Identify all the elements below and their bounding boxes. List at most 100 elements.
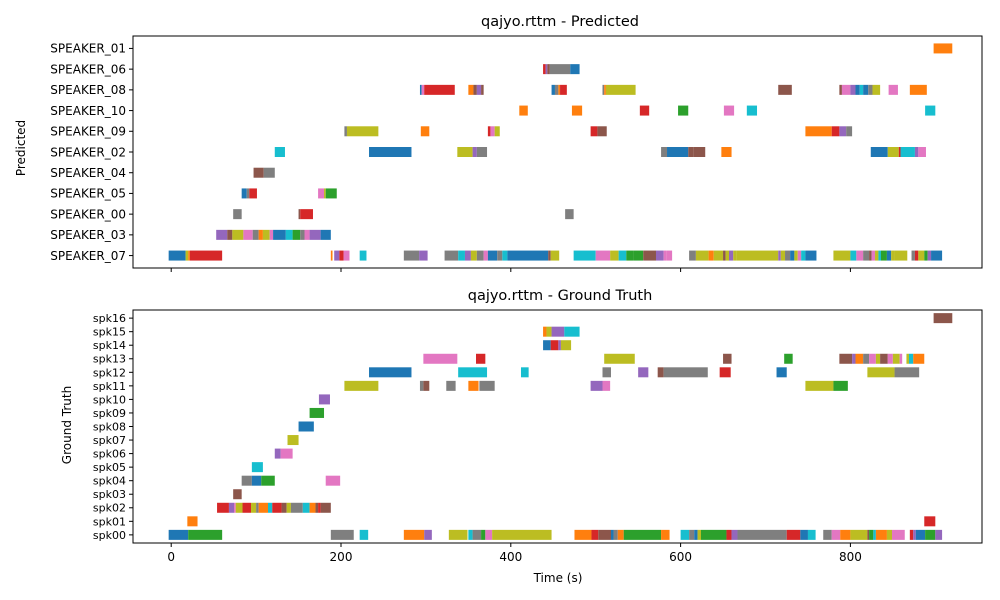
segment-spk12-3: [602, 367, 611, 378]
segment-speaker_02-9: [721, 147, 732, 157]
y-tick-label-speaker_02: SPEAKER_02: [50, 145, 126, 159]
segment-speaker_06-1: [545, 64, 548, 75]
segment-spk00-36: [869, 529, 874, 540]
y-tick-label-speaker_00: SPEAKER_00: [50, 207, 126, 221]
segment-spk02-1: [228, 502, 235, 513]
segment-spk15-2: [551, 326, 565, 337]
segment-speaker_02-6: [667, 147, 689, 157]
segment-speaker_07-34: [695, 250, 709, 261]
segment-speaker_02-0: [274, 147, 285, 157]
segment-speaker_02-4: [476, 147, 488, 157]
segment-spk02-17: [320, 502, 331, 513]
segment-spk00-9: [481, 529, 486, 540]
segment-speaker_08-12: [604, 84, 606, 95]
segment-speaker_02-15: [918, 147, 926, 157]
predicted-title: qajyo.rttm - Predicted: [481, 14, 639, 30]
y-tick-label-spk15: spk15: [93, 326, 126, 339]
x-tick-label-600: 600: [669, 550, 692, 564]
segment-speaker_04-0: [253, 167, 264, 178]
segment-speaker_07-30: [655, 250, 664, 261]
x-axis-label: Time (s): [533, 571, 583, 585]
segment-speaker_10-5: [746, 105, 758, 116]
segment-spk00-17: [617, 529, 624, 540]
segment-speaker_10-0: [519, 105, 528, 116]
segment-speaker_08-9: [558, 84, 561, 95]
y-tick-label-speaker_06: SPEAKER_06: [50, 62, 126, 76]
segment-speaker_07-24: [595, 250, 611, 261]
segment-spk10-0: [318, 394, 330, 405]
segment-spk06-0: [274, 448, 281, 459]
segment-speaker_01-0: [933, 43, 953, 54]
y-tick-label-speaker_09: SPEAKER_09: [50, 125, 126, 139]
ground-truth-ylabel: Ground Truth: [60, 386, 74, 464]
segment-speaker_02-8: [693, 147, 706, 157]
segment-speaker_08-8: [554, 84, 559, 95]
segment-spk12-8: [776, 367, 787, 378]
segment-spk02-5: [251, 502, 257, 513]
segment-speaker_07-6: [339, 250, 344, 261]
segment-speaker_09-7: [597, 126, 607, 137]
segment-spk11-8: [805, 380, 834, 391]
segment-speaker_03-10: [292, 229, 301, 240]
segment-speaker_08-22: [872, 84, 881, 95]
segment-spk00-28: [786, 529, 801, 540]
segment-speaker_04-1: [263, 167, 275, 178]
segment-speaker_06-3: [549, 64, 571, 75]
segment-speaker_07-58: [880, 250, 887, 261]
segment-spk14-3: [560, 340, 572, 351]
segment-spk00-7: [468, 529, 473, 540]
segment-speaker_08-19: [859, 84, 864, 95]
segment-speaker_06-4: [570, 64, 580, 75]
segment-spk00-21: [689, 529, 695, 540]
ground-truth-title: qajyo.rttm - Ground Truth: [468, 288, 653, 304]
segment-speaker_07-65: [924, 250, 928, 261]
y-tick-label-spk04: spk04: [93, 475, 126, 488]
segment-speaker_03-12: [304, 229, 310, 240]
segment-spk00-6: [448, 529, 468, 540]
segment-speaker_08-17: [850, 84, 856, 95]
segment-spk00-1: [188, 529, 223, 540]
segment-spk01-1: [924, 516, 936, 527]
segment-speaker_00-3: [565, 209, 574, 220]
segment-speaker_07-15: [476, 250, 484, 261]
y-tick-label-spk05: spk05: [93, 461, 126, 474]
predicted-axes: SPEAKER_07 SPEAKER_03 SPEAKER_00 SPEAKER_05…: [50, 35, 983, 272]
segment-spk13-5: [839, 353, 853, 364]
segment-spk02-9: [272, 502, 282, 513]
segment-speaker_08-1: [421, 84, 425, 95]
segment-speaker_03-0: [216, 229, 228, 240]
segment-spk02-0: [217, 502, 229, 513]
segment-spk07-0: [287, 435, 299, 446]
y-tick-label-spk02: spk02: [93, 502, 126, 515]
segment-spk00-24: [700, 529, 727, 540]
segment-spk05-0: [251, 462, 263, 473]
segment-spk13-2: [604, 353, 635, 364]
segment-spk00-11: [492, 529, 552, 540]
segment-speaker_02-10: [870, 147, 888, 157]
segment-spk09-0: [309, 407, 325, 418]
segment-spk00-3: [359, 529, 369, 540]
segment-speaker_07-50: [833, 250, 851, 261]
segment-speaker_08-10: [560, 84, 567, 95]
segment-speaker_07-27: [626, 250, 634, 261]
segment-spk08-0: [298, 421, 314, 432]
segment-spk13-10: [875, 353, 881, 364]
segment-spk11-7: [602, 380, 611, 391]
segment-speaker_07-26: [618, 250, 627, 261]
segment-spk13-1: [476, 353, 486, 364]
segment-speaker_08-21: [868, 84, 873, 95]
segment-speaker_07-59: [886, 250, 892, 261]
segment-speaker_06-0: [543, 64, 546, 75]
segment-speaker_07-9: [403, 250, 420, 261]
segment-speaker_02-7: [688, 147, 694, 157]
segment-spk12-10: [894, 367, 920, 378]
segment-spk00-15: [610, 529, 614, 540]
segment-spk00-30: [807, 529, 816, 540]
segment-speaker_07-32: [666, 250, 673, 261]
segment-speaker_03-5: [258, 229, 263, 240]
segment-speaker_07-31: [663, 250, 667, 261]
segment-speaker_08-20: [863, 84, 869, 95]
segment-speaker_02-2: [457, 147, 473, 157]
segment-speaker_07-39: [729, 250, 734, 261]
